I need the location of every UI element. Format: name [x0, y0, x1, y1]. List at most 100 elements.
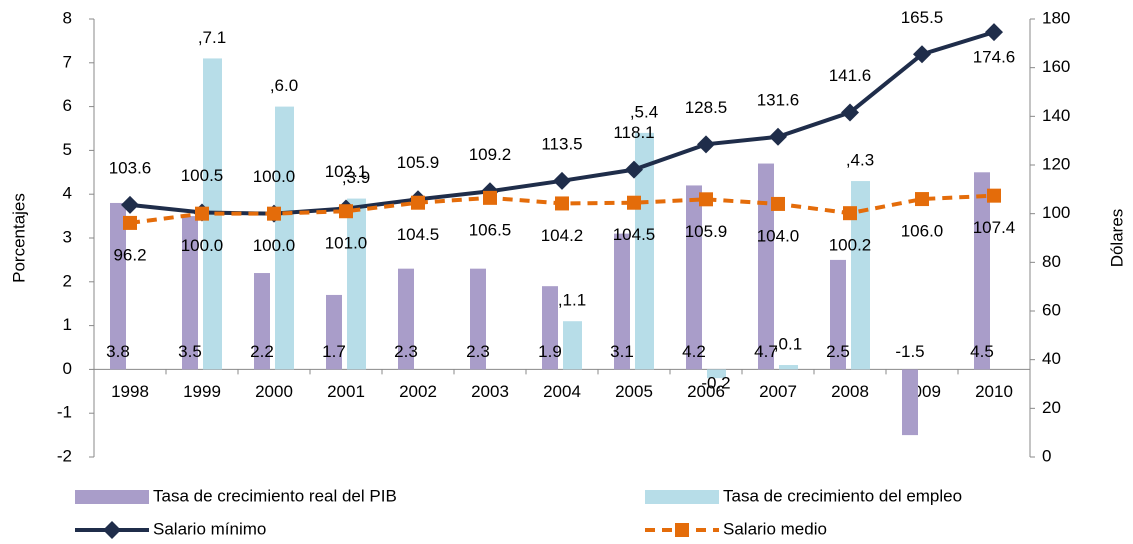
bar — [275, 106, 294, 370]
y-axis-label: Porcentajes — [9, 193, 28, 283]
marker — [339, 204, 353, 219]
line-label: 100.0 — [253, 167, 296, 186]
bar — [851, 181, 870, 370]
y2-tick-label: 60 — [1042, 300, 1061, 319]
marker — [843, 206, 857, 221]
bar-label: -0.2 — [701, 374, 730, 393]
x-tick-label: 2003 — [471, 382, 509, 401]
bar-label: ,4.3 — [846, 151, 874, 170]
marker — [553, 171, 571, 190]
line-label: 100.5 — [181, 166, 224, 185]
bar-label: 3.5 — [178, 342, 202, 361]
bar-label: ,7.1 — [198, 28, 226, 47]
legend-marker — [103, 521, 121, 539]
bar-label: 2.5 — [826, 342, 850, 361]
line-label: 128.5 — [685, 98, 728, 117]
line-label: 109.2 — [469, 145, 512, 164]
marker — [195, 206, 209, 221]
line-label: 141.6 — [829, 66, 872, 85]
line-label: 102.1 — [325, 162, 368, 181]
line-label: 101.0 — [325, 234, 368, 253]
marker — [123, 215, 137, 230]
legend-label: Tasa de crecimiento del empleo — [723, 486, 962, 505]
bar — [758, 163, 774, 370]
y-tick-label: 4 — [63, 184, 72, 203]
marker — [483, 190, 497, 205]
bar-label: 4.7 — [754, 342, 778, 361]
bar-label: 1.9 — [538, 342, 562, 361]
marker — [699, 192, 713, 207]
y2-tick-label: 180 — [1042, 8, 1070, 27]
y2-tick-label: 100 — [1042, 203, 1070, 222]
x-tick-label: 2008 — [831, 382, 869, 401]
bar — [398, 268, 414, 370]
marker — [771, 196, 785, 211]
marker — [121, 195, 139, 214]
y-tick-label: -2 — [57, 446, 72, 465]
line-label: 131.6 — [757, 90, 800, 109]
bar-label: 3.1 — [610, 342, 634, 361]
y-tick-label: 8 — [63, 8, 72, 27]
marker — [555, 196, 569, 211]
line-label: 104.0 — [757, 226, 800, 245]
x-tick-label: 2001 — [327, 382, 365, 401]
y2-tick-label: 120 — [1042, 154, 1070, 173]
bar-label: ,6.0 — [270, 76, 298, 95]
bar — [707, 369, 726, 379]
x-tick-label: 2000 — [255, 382, 293, 401]
y-tick-label: 7 — [63, 52, 72, 71]
bar — [686, 185, 702, 370]
line-label: 104.2 — [541, 226, 584, 245]
y2-tick-label: 20 — [1042, 398, 1061, 417]
line-label: 96.2 — [113, 245, 146, 264]
y2-tick-label: 40 — [1042, 349, 1061, 368]
line-label: 174.6 — [973, 48, 1016, 67]
line-label: 105.9 — [397, 153, 440, 172]
y2-tick-label: 140 — [1042, 106, 1070, 125]
line-label: 106.0 — [901, 222, 944, 241]
legend-swatch — [75, 490, 149, 504]
y-tick-label: 1 — [63, 315, 72, 334]
marker — [267, 206, 281, 221]
y-tick-label: 3 — [63, 227, 72, 246]
bar — [347, 198, 366, 370]
x-tick-label: 1998 — [111, 382, 149, 401]
legend-label: Tasa de crecimiento real del PIB — [153, 486, 397, 505]
bar-label: 4.5 — [970, 342, 994, 361]
x-tick-label: 2006 — [687, 382, 725, 401]
y2-tick-label: 80 — [1042, 252, 1061, 271]
y-tick-label: 6 — [63, 96, 72, 115]
y-tick-label: -1 — [57, 403, 72, 422]
bar — [110, 202, 126, 370]
legend-marker — [675, 523, 689, 537]
bar-label: 4.2 — [682, 342, 706, 361]
bar-label: 2.3 — [466, 342, 490, 361]
marker — [627, 195, 641, 210]
bar — [563, 321, 582, 370]
y-tick-label: 0 — [63, 359, 72, 378]
marker — [915, 192, 929, 207]
x-tick-label: 2005 — [615, 382, 653, 401]
line-label: 106.5 — [469, 220, 512, 239]
bar — [182, 216, 198, 370]
bar — [902, 369, 918, 436]
bar-label: ,1.1 — [558, 291, 586, 310]
x-tick-label: 1999 — [183, 382, 221, 401]
line-label: 103.6 — [109, 158, 152, 177]
y2-axis-label: Dólares — [1107, 209, 1126, 268]
marker — [697, 135, 715, 154]
marker — [985, 23, 1003, 42]
line-label: 107.4 — [973, 218, 1016, 237]
marker — [987, 188, 1001, 203]
bar — [779, 365, 798, 370]
y2-tick-label: 160 — [1042, 57, 1070, 76]
bar — [254, 273, 270, 370]
marker — [411, 195, 425, 210]
line-label: 105.9 — [685, 222, 728, 241]
bar — [542, 286, 558, 370]
line-label: 113.5 — [541, 134, 582, 153]
bar-label: 2.2 — [250, 342, 274, 361]
x-tick-label: 2010 — [975, 382, 1013, 401]
x-tick-label: 2004 — [543, 382, 581, 401]
bar — [974, 172, 990, 370]
